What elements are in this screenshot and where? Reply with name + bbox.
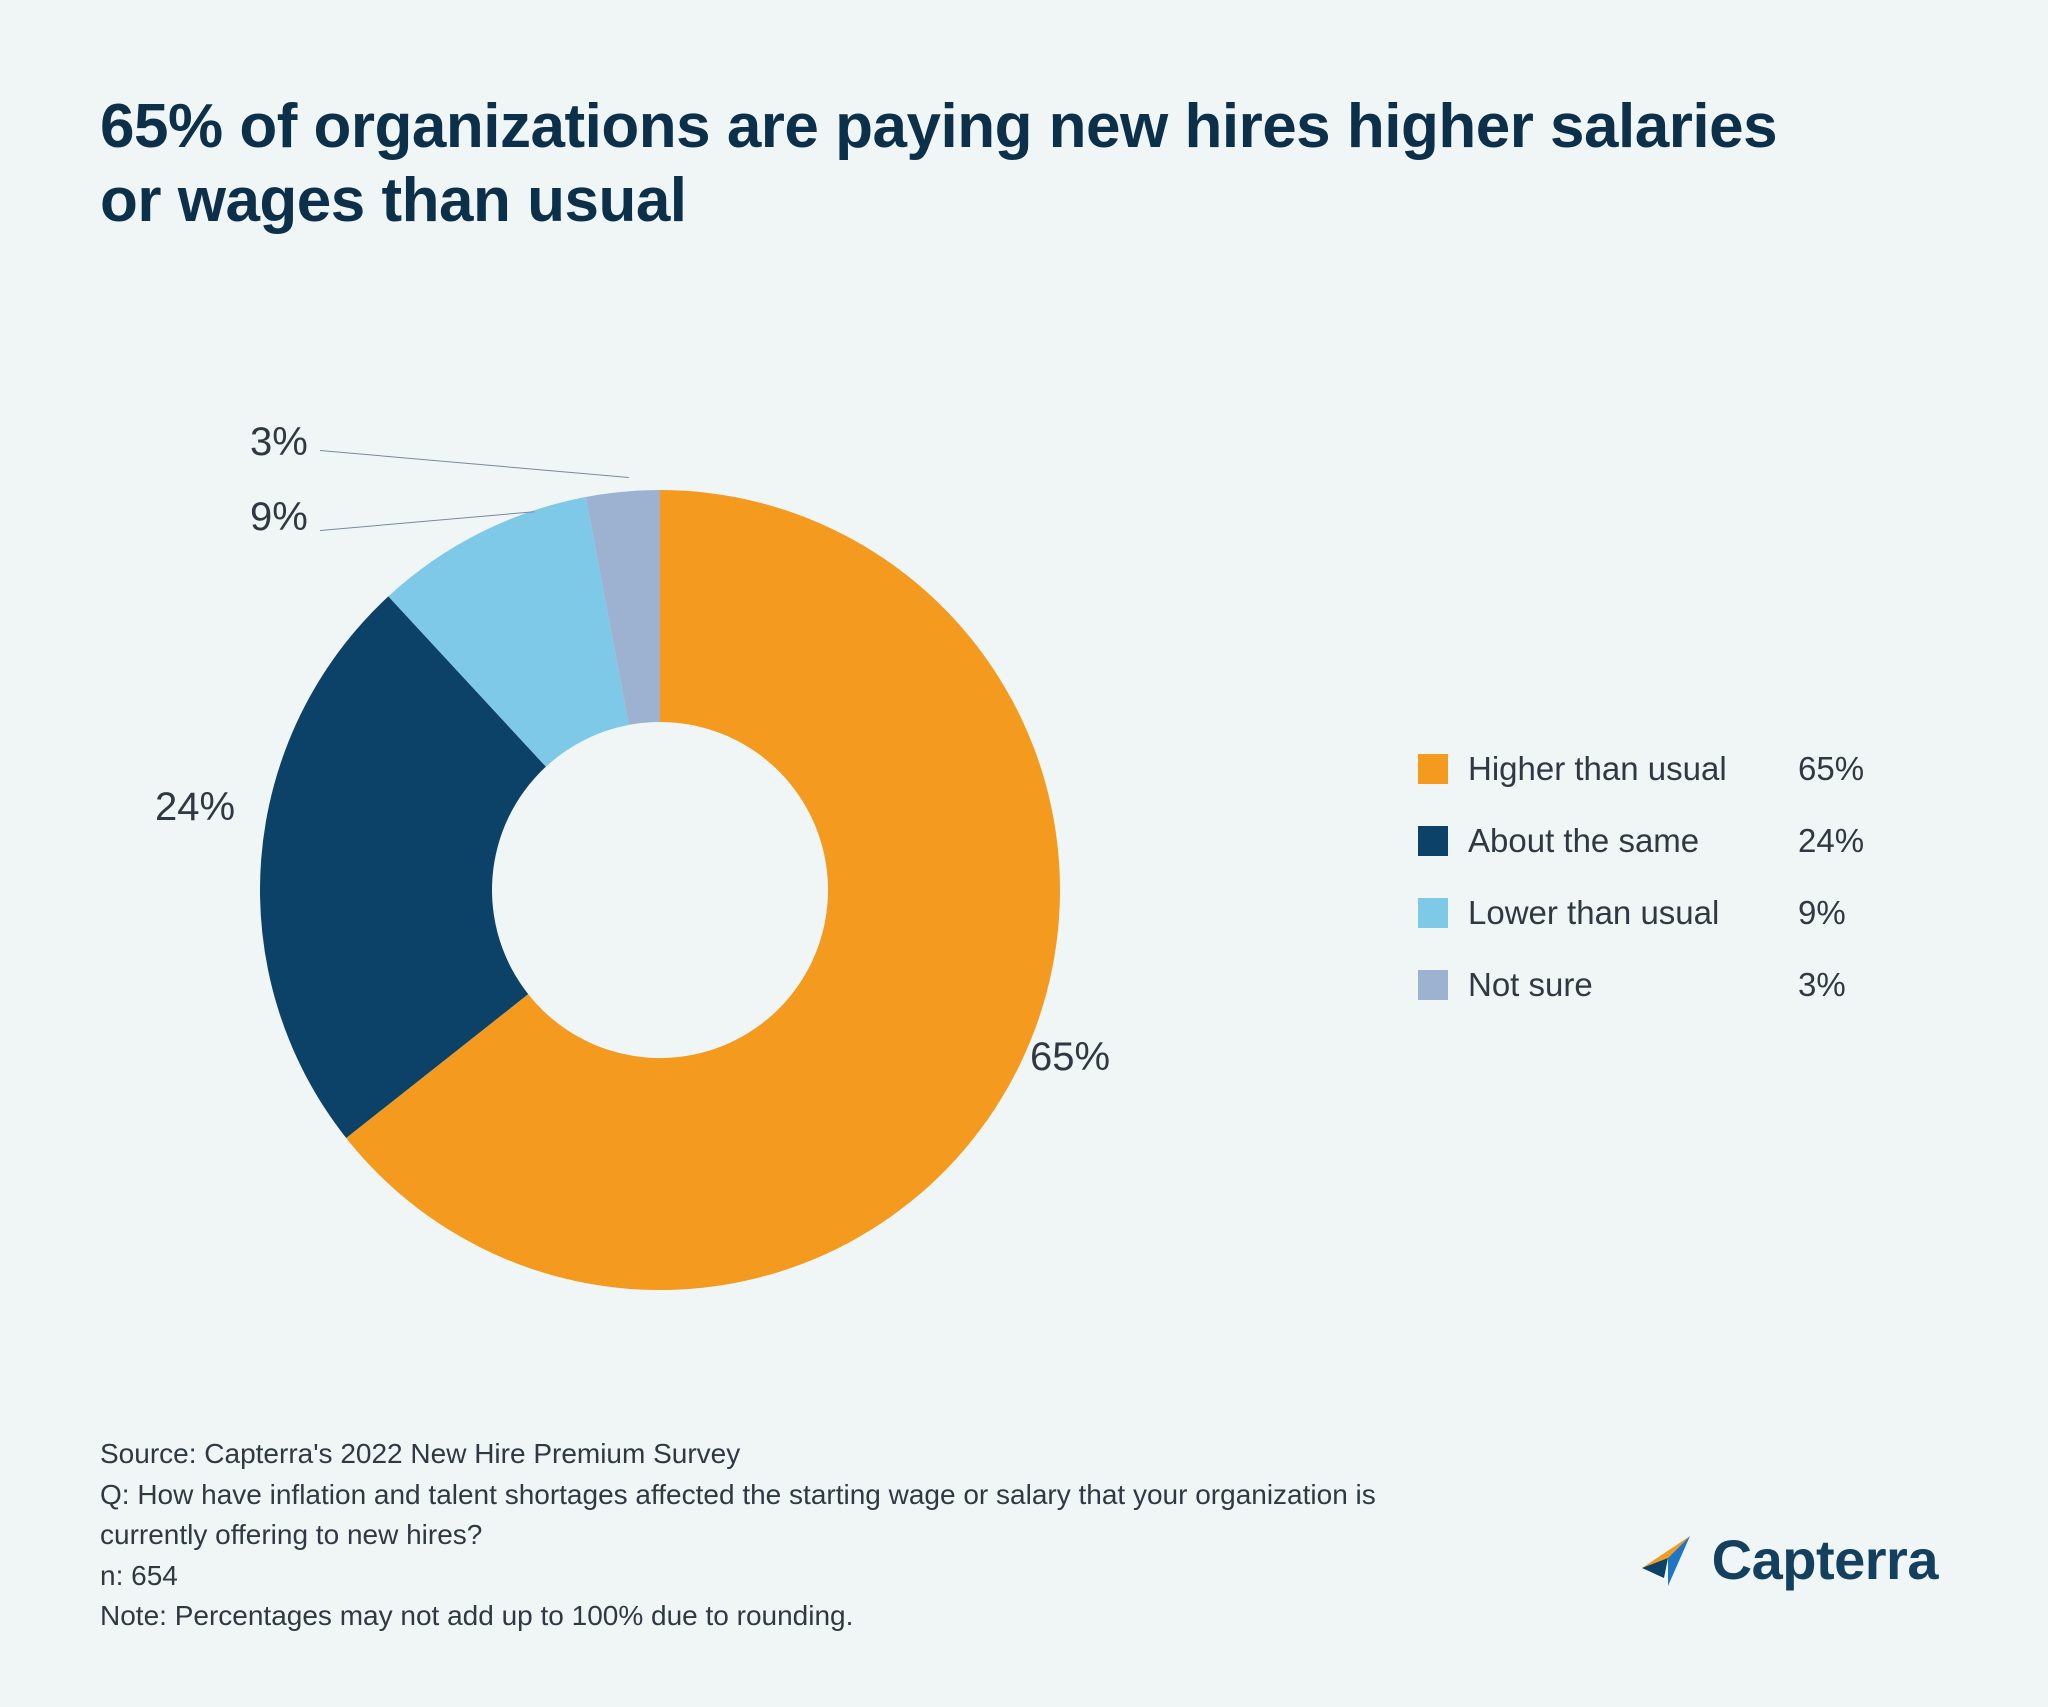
legend-swatch <box>1418 970 1448 1000</box>
legend-label: Not sure <box>1468 966 1798 1004</box>
legend-label: About the same <box>1468 822 1798 860</box>
legend-pct: 65% <box>1798 750 1878 788</box>
footer-question: Q: How have inflation and talent shortag… <box>100 1475 1450 1556</box>
legend-swatch <box>1418 826 1448 856</box>
footer-n: n: 654 <box>100 1556 1450 1597</box>
donut-svg <box>200 430 1120 1350</box>
legend-pct: 9% <box>1798 894 1878 932</box>
brand-logo: Capterra <box>1634 1527 1938 1592</box>
legend-pct: 3% <box>1798 966 1878 1004</box>
legend-label: Higher than usual <box>1468 750 1798 788</box>
slice-label-notsure: 3% <box>250 420 308 465</box>
donut-chart <box>200 430 1120 1350</box>
legend-item: Lower than usual 9% <box>1418 894 1878 932</box>
capterra-arrow-icon <box>1634 1528 1698 1592</box>
slice-label-lower: 9% <box>250 495 308 540</box>
chart-legend: Higher than usual 65% About the same 24%… <box>1418 750 1878 1038</box>
footer-source: Source: Capterra's 2022 New Hire Premium… <box>100 1434 1450 1475</box>
legend-item: About the same 24% <box>1418 822 1878 860</box>
legend-pct: 24% <box>1798 822 1878 860</box>
footer-note: Note: Percentages may not add up to 100%… <box>100 1596 1450 1637</box>
legend-swatch <box>1418 898 1448 928</box>
brand-name: Capterra <box>1712 1527 1938 1592</box>
legend-swatch <box>1418 754 1448 784</box>
legend-item: Higher than usual 65% <box>1418 750 1878 788</box>
legend-item: Not sure 3% <box>1418 966 1878 1004</box>
infographic-canvas: 65% of organizations are paying new hire… <box>0 0 2048 1707</box>
chart-title: 65% of organizations are paying new hire… <box>100 90 1800 239</box>
legend-label: Lower than usual <box>1468 894 1798 932</box>
slice-label-same: 24% <box>155 785 235 830</box>
slice-label-higher: 65% <box>1030 1035 1110 1080</box>
chart-footer: Source: Capterra's 2022 New Hire Premium… <box>100 1434 1450 1637</box>
